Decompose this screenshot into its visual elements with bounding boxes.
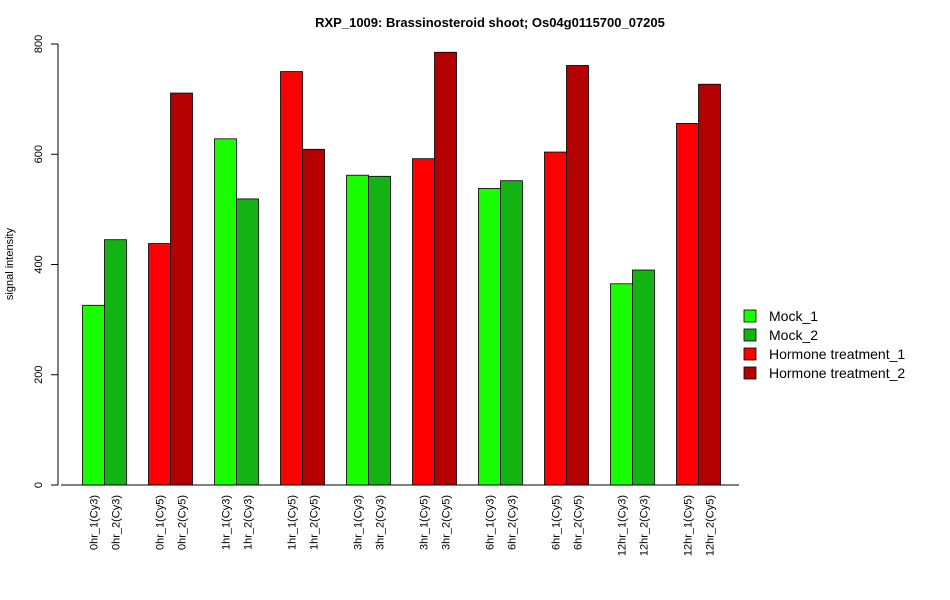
legend-label: Mock_2 (769, 327, 818, 343)
x-tick-label: 12hr_2(Cy5) (705, 495, 717, 556)
y-tick-label: 800 (33, 35, 45, 53)
x-tick-label: 6hr_1(Cy5) (551, 495, 563, 550)
bar (236, 198, 259, 486)
bar (698, 83, 721, 486)
bar (544, 151, 567, 486)
y-tick-label: 400 (33, 255, 45, 273)
x-tick-label: 0hr_1(Cy3) (89, 495, 101, 550)
legend-label: Mock_1 (769, 308, 818, 324)
bar (280, 71, 303, 486)
x-tick-label: 1hr_1(Cy5) (287, 495, 299, 550)
legend-swatch (743, 309, 757, 323)
y-axis-label: signal intensity (4, 227, 16, 300)
bar (434, 51, 457, 486)
bar (302, 148, 325, 486)
y-tick-label: 0 (33, 482, 45, 488)
bar (148, 243, 171, 486)
bar (346, 174, 369, 486)
x-tick-label: 6hr_2(Cy5) (573, 495, 585, 550)
legend: Mock_1 Mock_2 Hormone treatment_1 Hormone t… (743, 308, 905, 381)
x-tick-label: 12hr_2(Cy3) (639, 495, 651, 556)
y-axis: 0 200 400 600 800 (33, 35, 59, 488)
bar (610, 283, 633, 486)
bar (676, 122, 699, 486)
x-tick-label: 3hr_2(Cy3) (375, 495, 387, 550)
y-tick-label: 600 (33, 145, 45, 163)
x-tick-label: 1hr_2(Cy3) (243, 495, 255, 550)
bars-group (82, 51, 721, 486)
y-tick-label: 200 (33, 366, 45, 384)
x-tick-label: 3hr_1(Cy5) (419, 495, 431, 550)
bar (478, 188, 501, 486)
x-tick-label: 0hr_2(Cy5) (177, 495, 189, 550)
x-tick-label: 0hr_2(Cy3) (111, 495, 123, 550)
chart-title: RXP_1009: Brassinosteroid shoot; Os04g01… (315, 15, 665, 30)
bar (170, 92, 193, 486)
x-tick-label: 12hr_1(Cy3) (617, 495, 629, 556)
bar (104, 239, 127, 486)
legend-swatch (743, 328, 757, 342)
bar (500, 180, 523, 486)
x-tick-label: 6hr_2(Cy3) (507, 495, 519, 550)
bar (214, 138, 237, 486)
x-tick-label: 0hr_1(Cy5) (155, 495, 167, 550)
x-tick-label: 12hr_1(Cy5) (683, 495, 695, 556)
legend-swatch (743, 347, 757, 361)
bar (82, 304, 105, 486)
x-tick-label: 6hr_1(Cy3) (485, 495, 497, 550)
legend-label: Hormone treatment_2 (769, 365, 905, 381)
x-tick-label: 1hr_1(Cy3) (221, 495, 233, 550)
bar (368, 175, 391, 486)
bar (412, 158, 435, 486)
legend-label: Hormone treatment_1 (769, 346, 905, 362)
bar (566, 65, 589, 486)
x-tick-labels: 0hr_1(Cy3) 0hr_2(Cy3) 0hr_1(Cy5) 0hr_2(Cy5)… (89, 495, 717, 556)
legend-swatch (743, 366, 757, 380)
bar (632, 269, 655, 486)
x-tick-label: 3hr_2(Cy5) (441, 495, 453, 550)
x-tick-label: 1hr_2(Cy5) (309, 495, 321, 550)
x-tick-label: 3hr_1(Cy3) (353, 495, 365, 550)
